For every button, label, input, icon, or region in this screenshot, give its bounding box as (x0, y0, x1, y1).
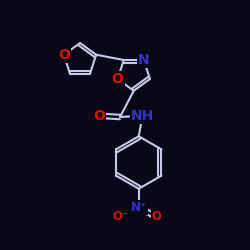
Text: O⁻: O⁻ (112, 210, 129, 224)
Text: O: O (112, 72, 124, 86)
Text: N⁺: N⁺ (131, 201, 147, 214)
Text: N: N (138, 53, 149, 67)
Text: O: O (152, 210, 162, 224)
Text: O: O (93, 109, 105, 123)
Text: O: O (58, 48, 70, 62)
Text: NH: NH (131, 109, 154, 123)
